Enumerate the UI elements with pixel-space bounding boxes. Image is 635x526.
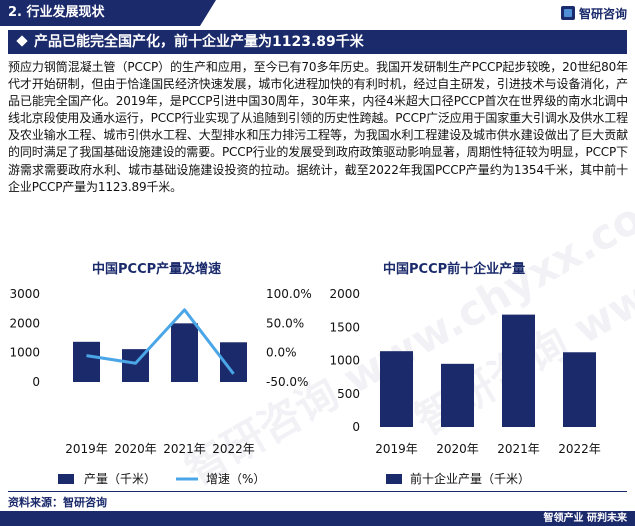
legend-swatch-bar [58, 474, 74, 484]
headline-bar: 产品已能完全国产化，前十企业产量为1123.89千米 [8, 30, 627, 54]
right-tick-label: 50.0% [266, 316, 304, 330]
top-bar: 2. 行业发展现状 智研咨询 [0, 0, 635, 26]
right-tick-label: 0.0% [266, 346, 297, 360]
chart-production-growth: 0 1000 2000 3000 -50.0% 0.0% 50.0% 100.0% 2019年 2… [9, 287, 312, 486]
diamond-icon [16, 35, 28, 47]
right-tick-label: -50.0% [266, 375, 308, 389]
bar [563, 352, 596, 427]
x-tick-label: 2021年 [497, 442, 540, 456]
bar [380, 351, 413, 427]
x-tick-label: 2019年 [375, 442, 418, 456]
section-title: 2. 行业发展现状 [0, 0, 216, 26]
x-tick-label: 2022年 [212, 442, 255, 456]
legend-swatch-bar [386, 474, 402, 484]
y-tick-label: 1000 [329, 354, 360, 368]
headline-text: 产品已能完全国产化，前十企业产量为1123.89千米 [34, 34, 364, 50]
x-tick-label: 2022年 [558, 442, 601, 456]
chart-top10-production: 0 500 1000 1500 2000 2019年 2020年 2021年 2022年前十企业… [329, 287, 601, 486]
footer-divider [8, 491, 627, 492]
body-paragraph: 预应力钢筒混凝土管（PCCP）的生产和应用，至今已有70多年历史。我国开发研制生… [8, 60, 628, 194]
x-tick-label: 2019年 [65, 442, 108, 456]
legend-label: 前十企业产量（千米） [410, 471, 530, 486]
y-tick-label: 0 [352, 420, 360, 434]
logo-icon [560, 6, 575, 20]
chart2-title: 中国PCCP前十企业产量 [383, 262, 526, 277]
x-tick-label: 2020年 [114, 442, 157, 456]
bar [73, 341, 100, 382]
left-tick-label: 1000 [9, 346, 40, 360]
source-note: 资料来源：智研咨询 [8, 496, 107, 509]
brand-logo: 智研咨询 [560, 4, 627, 22]
legend-label: 产量（千米） [84, 472, 156, 486]
bar [441, 363, 474, 427]
logo-text: 智研咨询 [578, 6, 627, 21]
chart1-title: 中国PCCP产量及增速 [92, 262, 222, 277]
slogan: 智领产业 研判未来 [543, 513, 627, 524]
y-tick-label: 2000 [329, 287, 360, 301]
bottom-bar [0, 511, 635, 526]
bar [171, 323, 198, 382]
bar [502, 314, 535, 427]
y-tick-label: 1500 [329, 320, 360, 334]
left-tick-label: 0 [32, 375, 40, 389]
x-tick-label: 2021年 [163, 442, 206, 456]
legend-label: 增速（%） [206, 472, 265, 486]
left-tick-label: 3000 [9, 287, 40, 301]
x-tick-label: 2020年 [436, 442, 479, 456]
right-tick-label: 100.0% [266, 287, 312, 301]
growth-line [86, 308, 235, 375]
left-tick-label: 2000 [9, 316, 40, 330]
y-tick-label: 500 [337, 387, 360, 401]
